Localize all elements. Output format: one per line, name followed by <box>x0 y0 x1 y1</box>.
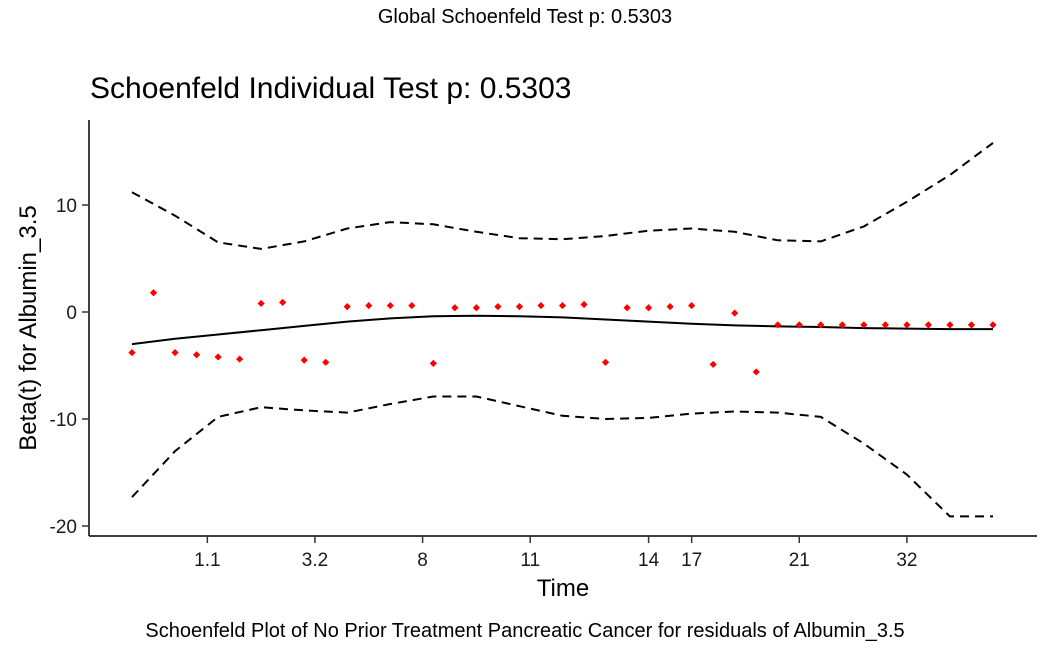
x-tick-label: 11 <box>520 550 540 571</box>
residual-point <box>774 321 782 329</box>
residual-point <box>451 304 459 312</box>
residual-point <box>558 301 567 310</box>
x-tick-label: 3.2 <box>302 550 328 571</box>
y-tick-label: 0 <box>66 303 77 324</box>
upper-confidence-line <box>131 142 994 250</box>
residual-point <box>989 321 997 329</box>
residual-point <box>903 321 911 329</box>
residual-point <box>666 303 674 311</box>
y-tick-label: -20 <box>50 517 77 538</box>
residual-point <box>192 351 201 359</box>
residual-point <box>817 321 825 329</box>
x-axis-title: Time <box>537 575 589 602</box>
residual-point <box>515 303 524 311</box>
x-tick-label: 17 <box>681 550 702 571</box>
y-tick-label: -10 <box>50 410 77 431</box>
residual-point <box>645 304 653 312</box>
residual-point <box>731 309 739 317</box>
x-tick-label: 32 <box>896 550 917 571</box>
residual-point <box>472 304 480 312</box>
estimate-line <box>131 314 993 346</box>
residual-point <box>881 321 889 329</box>
residual-point <box>300 356 308 364</box>
residual-point <box>924 321 933 329</box>
y-axis-ticks: -20 -10 0 10 <box>50 196 89 538</box>
x-tick-label: 21 <box>789 550 810 571</box>
residual-point <box>214 353 222 361</box>
residual-point <box>838 321 846 329</box>
global-test-title: Global Schoenfeld Test p: 0.5303 <box>377 6 673 28</box>
residual-point <box>171 349 179 357</box>
residual-point <box>257 299 265 308</box>
residual-point <box>709 360 717 369</box>
y-tick-label: 10 <box>56 196 77 217</box>
residual-point <box>386 301 394 310</box>
x-axis-ticks: 1.1 3.2 8 11 14 17 21 32 <box>194 536 917 571</box>
residual-point <box>236 355 244 363</box>
x-tick-label: 8 <box>417 550 428 571</box>
residual-point <box>967 321 976 329</box>
residual-point <box>580 300 588 309</box>
residual-point <box>537 301 545 310</box>
residual-point <box>623 304 631 312</box>
residual-point <box>688 301 696 310</box>
x-tick-label: 1.1 <box>194 550 220 571</box>
residual-point <box>752 368 760 376</box>
residual-point <box>279 298 287 306</box>
residual-point <box>322 358 330 366</box>
residual-point <box>860 321 868 329</box>
residual-point <box>149 289 158 297</box>
residual-point <box>494 303 502 311</box>
plot-title: Schoenfeld Individual Test p: 0.5303 <box>90 72 572 105</box>
lower-confidence-line <box>131 395 993 518</box>
residual-point <box>128 349 136 357</box>
plot-layer <box>128 142 997 518</box>
residual-point <box>795 321 803 329</box>
y-axis-title: Beta(t) for Albumin_3.5 <box>15 205 42 450</box>
residual-point <box>601 358 610 366</box>
residual-point <box>429 359 437 367</box>
residual-point <box>408 301 416 310</box>
plot-caption: Schoenfeld Plot of No Prior Treatment Pa… <box>145 620 905 642</box>
x-tick-label: 14 <box>638 550 660 571</box>
residual-point <box>343 303 351 311</box>
residual-point <box>946 321 954 329</box>
residual-point <box>365 301 373 310</box>
